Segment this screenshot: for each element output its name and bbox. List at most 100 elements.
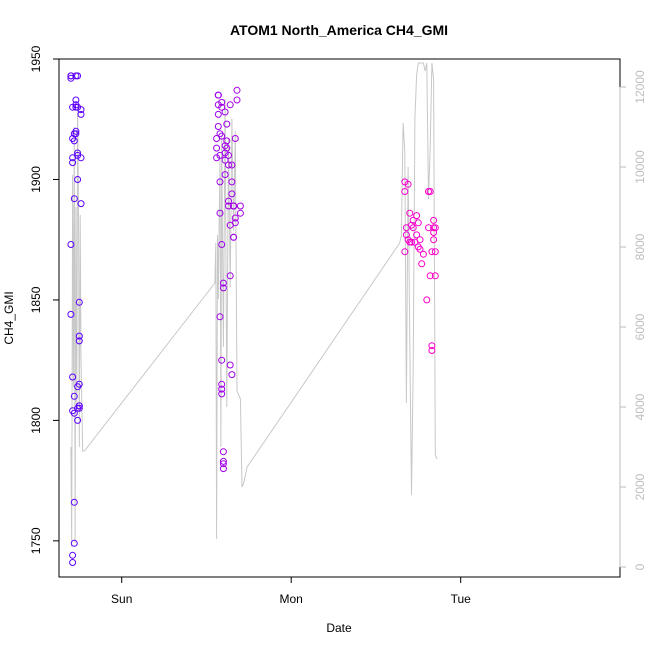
data-point [225,151,232,159]
y2-tick-label: 2000 [633,473,647,500]
data-point [219,457,227,465]
data-point [426,188,434,195]
y2-tick-label: 0 [633,563,647,570]
data-point [218,390,226,398]
data-point [404,180,412,188]
x-axis: Sun Mon Tue [111,577,471,606]
data-point [233,86,241,94]
data-point [408,238,415,246]
data-point [219,279,227,287]
data-point [401,248,409,256]
data-point [221,156,229,164]
data-point [228,371,236,379]
data-point [75,298,83,306]
secondary-line [70,62,438,548]
data-point [69,559,77,566]
data-point [431,272,439,280]
data-point [216,178,224,186]
data-point [74,149,82,157]
data-point [418,260,426,268]
data-point [428,342,436,350]
data-point [74,176,82,183]
data-point [431,248,439,256]
data-point [218,356,226,364]
data-point [218,241,226,248]
secondary-line-layer [70,62,438,548]
data-point [69,373,77,381]
data-point [416,236,424,244]
data-point [226,101,234,109]
y-tick-label: 1800 [29,407,43,434]
y-axis-label: CH4_GMI [2,291,16,344]
data-point [70,195,78,203]
data-point [218,385,226,393]
y-tick-label: 1850 [29,286,43,313]
data-point [419,250,427,258]
data-point [77,110,85,118]
data-point [218,103,226,111]
data-point [75,337,83,345]
data-point [225,161,232,169]
chart-title: ATOM1 North_America CH4_GMI [230,22,448,38]
data-point [72,130,80,138]
data-point [414,219,422,227]
y2-tick-label: 6000 [633,313,647,340]
data-point [430,229,438,236]
x-tick-label: Tue [451,592,472,606]
data-point [225,202,232,210]
data-point [409,224,417,232]
x-axis-label: Date [326,621,352,635]
data-point [236,202,244,210]
data-point [74,404,82,412]
data-point [72,96,80,104]
data-point [401,188,409,195]
y-tick-label: 1750 [29,527,43,554]
data-point [77,106,85,114]
data-point [223,137,231,145]
data-point [226,272,234,280]
data-point [218,98,226,106]
data-point [416,245,424,253]
data-point [225,197,232,205]
data-point [221,171,229,179]
y-axis-left: 1750 1800 1850 1900 1950 [29,45,59,554]
y2-tick-label: 8000 [633,233,647,260]
data-point [219,460,227,468]
data-point [228,161,236,169]
data-point [230,202,238,210]
data-point [70,137,78,145]
data-point [219,465,227,473]
data-point [74,72,82,80]
data-point [406,209,414,217]
data-point [426,272,434,280]
data-point [219,284,227,292]
data-point [218,380,226,388]
data-point [216,209,224,217]
x-tick-label: Mon [280,592,303,606]
data-point [402,231,410,239]
scatter-points-layer [67,72,439,566]
data-point [219,448,227,456]
data-point [223,120,231,128]
data-point [226,361,234,369]
data-point [425,224,432,232]
data-point [423,296,431,304]
data-point [233,96,241,104]
data-point [218,132,226,140]
data-point [214,91,222,99]
data-point [430,236,438,244]
y2-tick-label: 12000 [633,70,647,104]
data-point [221,108,229,116]
data-point [75,332,83,340]
y-tick-label: 1900 [29,166,43,193]
data-point [67,241,75,248]
data-point [77,154,85,162]
data-point [70,498,78,506]
y2-tick-label: 4000 [633,393,647,420]
data-point [67,310,75,318]
data-point [67,72,75,80]
data-point [231,135,239,142]
data-point [223,144,231,152]
data-point [74,383,82,391]
